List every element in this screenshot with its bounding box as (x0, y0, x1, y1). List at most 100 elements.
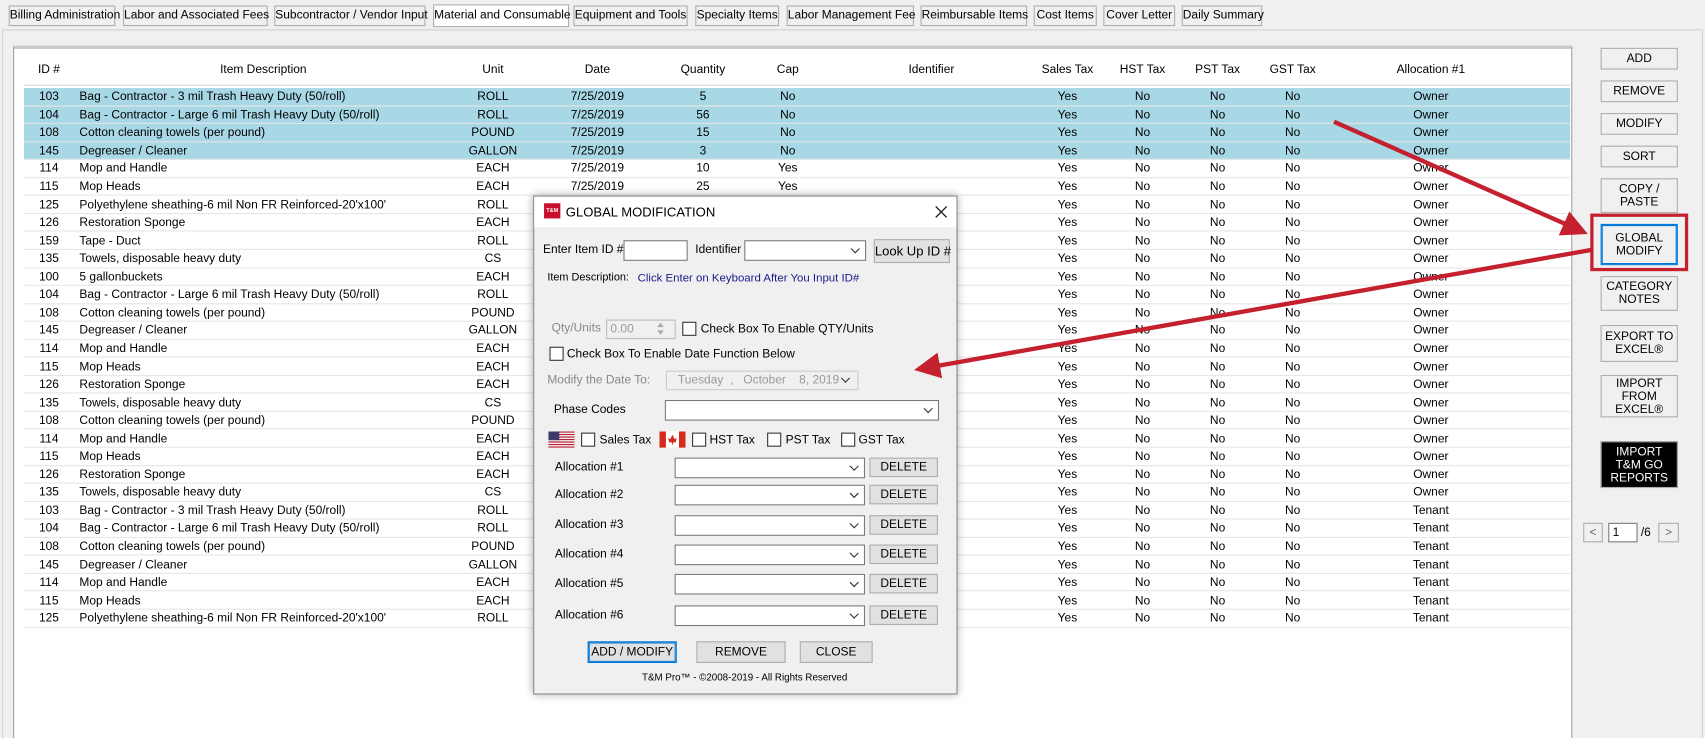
pager-next[interactable]: > (1658, 522, 1679, 543)
cell: No (1209, 522, 1226, 536)
cell: No (1209, 558, 1226, 572)
cell: 7/25/2019 (570, 162, 624, 176)
pager-prev[interactable]: < (1583, 522, 1603, 543)
dropdown[interactable] (744, 240, 867, 261)
delete-button[interactable]: DELETE (869, 544, 938, 565)
cell: 10 (696, 162, 710, 176)
cell-description: Cotton cleaning towels (per pound) (79, 540, 266, 554)
tab[interactable]: Labor Management Fee (786, 5, 916, 27)
tab[interactable]: Material and Consumable (433, 4, 571, 28)
label: Modify the Date To: (547, 373, 651, 387)
pager-input[interactable]: 1 (1608, 522, 1638, 543)
cell: POUND (471, 126, 515, 140)
cell: No (1209, 216, 1226, 230)
cell: 126 (38, 378, 59, 392)
cell: CS (484, 486, 502, 500)
dropdown[interactable] (674, 457, 866, 479)
cell: CS (484, 252, 502, 266)
dropdown[interactable] (674, 515, 866, 536)
column-header: Date (584, 63, 611, 77)
side-button[interactable]: SORT (1600, 145, 1678, 168)
cell: Tenant (1412, 558, 1449, 572)
checkbox[interactable] (549, 346, 564, 361)
tab[interactable]: Cost Items (1033, 5, 1097, 27)
tax-label: PST Tax (785, 433, 831, 447)
cell: No (1285, 252, 1301, 266)
dialog-button[interactable]: REMOVE (696, 641, 786, 664)
tax-label: HST Tax (709, 433, 755, 447)
tab[interactable]: Billing Administration (8, 5, 120, 27)
cell: 114 (39, 432, 59, 446)
cell: No (1134, 612, 1151, 626)
cell-description: Mop Heads (79, 594, 141, 608)
cell: No (1134, 558, 1151, 572)
side-button[interactable]: COPY / PASTE (1600, 178, 1678, 214)
cell: No (1285, 468, 1301, 482)
dropdown[interactable] (674, 573, 866, 595)
cell: No (1134, 234, 1151, 248)
tab[interactable]: Subcontractor / Vendor Input (274, 5, 428, 27)
dropdown[interactable] (674, 605, 866, 627)
checkbox[interactable] (692, 432, 707, 447)
cell: Tenant (1412, 540, 1449, 554)
dialog-button[interactable]: CLOSE (799, 641, 873, 664)
dropdown[interactable] (674, 544, 866, 566)
dropdown[interactable] (674, 484, 866, 506)
cell: Owner (1413, 108, 1449, 122)
close-button[interactable] (931, 202, 951, 222)
cell: No (1209, 180, 1226, 194)
allocation-label: Allocation #3 (554, 518, 624, 532)
checkbox[interactable] (581, 432, 596, 447)
cell: 126 (38, 468, 59, 482)
lookup-button[interactable]: Look Up ID # (873, 239, 951, 264)
cell: No (1134, 522, 1151, 536)
cell: 108 (38, 126, 59, 140)
selected-row (23, 124, 1571, 142)
column-header: ID # (37, 63, 60, 77)
text-input[interactable] (623, 240, 688, 261)
side-button[interactable]: CATEGORY NOTES (1600, 276, 1678, 311)
tab[interactable]: Reimbursable Items (920, 5, 1028, 27)
cell: No (780, 126, 796, 140)
side-button[interactable]: REMOVE (1600, 80, 1678, 103)
cell: No (1209, 432, 1226, 446)
side-button[interactable]: GLOBAL MODIFY (1600, 223, 1678, 266)
cell: EACH (476, 450, 510, 464)
checkbox[interactable] (841, 432, 856, 447)
cell: 115 (39, 180, 59, 194)
tab[interactable]: Daily Summary (1181, 5, 1264, 27)
delete-button[interactable]: DELETE (869, 573, 938, 594)
cell: No (1285, 522, 1301, 536)
checkbox[interactable] (682, 321, 697, 336)
dropdown[interactable] (664, 399, 940, 421)
cell: No (1134, 378, 1151, 392)
side-button[interactable]: ADD (1600, 47, 1678, 70)
side-button[interactable]: IMPORT T&M GO REPORTS (1600, 441, 1678, 489)
tab[interactable]: Equipment and Tools (573, 5, 688, 27)
delete-button[interactable]: DELETE (869, 484, 938, 505)
cell: 145 (38, 558, 59, 572)
cell: 7/25/2019 (570, 180, 624, 194)
delete-button[interactable]: DELETE (869, 605, 938, 625)
cell-description: Polyethylene sheathing-6 mil Non FR Rein… (79, 198, 387, 212)
cell: 135 (38, 252, 59, 266)
tab[interactable]: Cover Letter (1103, 5, 1176, 27)
cell-description: Towels, disposable heavy duty (79, 486, 242, 500)
delete-button[interactable]: DELETE (869, 457, 938, 478)
side-button[interactable]: MODIFY (1600, 113, 1678, 135)
cell-description: Mop and Handle (79, 432, 168, 446)
cell: 108 (38, 414, 59, 428)
side-button[interactable]: IMPORT FROM EXCEL® (1600, 374, 1678, 418)
tab[interactable]: Labor and Associated Fees (122, 5, 269, 27)
tab[interactable]: Specialty Items (695, 5, 780, 27)
cell: POUND (471, 414, 515, 428)
cell: 115 (39, 360, 59, 374)
dialog-button[interactable]: ADD / MODIFY (587, 641, 677, 664)
column-header: HST Tax (1119, 63, 1166, 77)
checkbox[interactable] (767, 432, 782, 447)
cell: Owner (1413, 126, 1449, 140)
side-button[interactable]: EXPORT TO EXCEL® (1600, 324, 1678, 362)
delete-button[interactable]: DELETE (869, 515, 938, 535)
cell: Yes (1057, 144, 1078, 158)
